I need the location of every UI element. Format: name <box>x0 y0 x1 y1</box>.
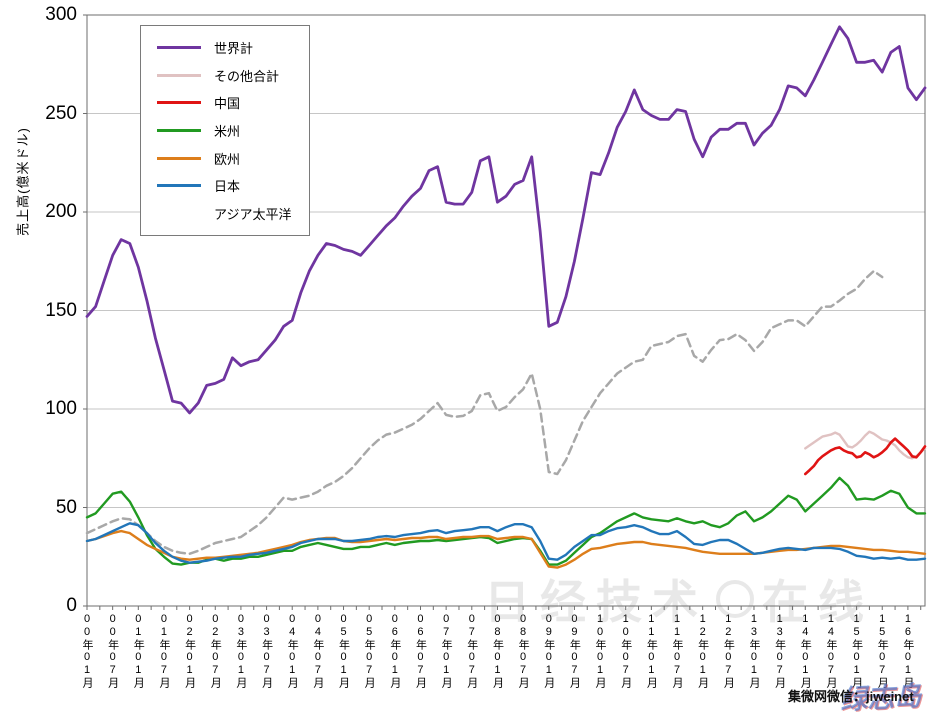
legend-label-asia-pacific: アジア太平洋 <box>214 206 292 222</box>
x-tick-label: 03年07月 <box>260 613 273 689</box>
y-tick-label: 250 <box>45 102 77 124</box>
y-tick-label: 0 <box>66 595 77 616</box>
x-tick-label: 09年01月 <box>542 613 555 689</box>
y-tick-label: 300 <box>45 4 77 25</box>
y-axis-title: 売上高(億米ドル) <box>15 127 31 236</box>
x-tick-label: 08年07月 <box>517 613 530 689</box>
x-tick-label: 12年07月 <box>722 613 735 689</box>
legend-line-sample-japan <box>157 184 201 188</box>
x-tick-label: 13年07月 <box>773 613 786 689</box>
legend-line-sample-europe <box>157 156 201 160</box>
legend-item-europe: 欧州 <box>157 149 309 168</box>
x-tick-label: 15年07月 <box>876 613 889 689</box>
y-tick-label: 150 <box>45 299 77 321</box>
series-line-other-total <box>804 430 927 460</box>
x-tick-label: 04年01月 <box>286 613 299 689</box>
x-tick-label: 13年01月 <box>747 613 760 689</box>
legend-line-sample-world-total <box>157 46 201 50</box>
x-tick-label: 00年07月 <box>106 613 119 689</box>
x-tick-label: 08年01月 <box>491 613 504 689</box>
x-tick-label: 12年01月 <box>696 613 709 689</box>
x-tick-label: 07年01月 <box>440 613 453 689</box>
x-tick-label: 11年07月 <box>671 613 684 689</box>
legend-label-other-total: その他合計 <box>214 68 280 84</box>
x-tick-label: 09年07月 <box>568 613 581 689</box>
x-tick-label: 14年01月 <box>799 613 812 689</box>
x-tick-label: 05年07月 <box>363 613 376 689</box>
legend-item-world-total: 世界計 <box>157 38 309 57</box>
watermark-logo-circle-icon <box>716 580 754 618</box>
x-tick-label: 02年07月 <box>209 613 222 689</box>
legend-line-sample-other-total <box>157 73 201 77</box>
x-tick-label: 01年01月 <box>132 613 145 689</box>
x-tick-label: 04年07月 <box>311 613 324 689</box>
x-tick-label: 15年01月 <box>850 613 863 689</box>
legend-line-sample-americas <box>157 128 201 132</box>
legend: 世界計その他合計中国米州欧州日本アジア太平洋 <box>140 25 310 236</box>
series-line-japan <box>85 522 927 564</box>
x-tick-label: 10年01月 <box>594 613 607 689</box>
y-tick-label: 50 <box>55 496 77 518</box>
x-tick-label: 14年07月 <box>824 613 837 689</box>
series-line-china <box>803 437 927 476</box>
legend-line-sample-asia-pacific <box>157 212 201 215</box>
legend-label-japan: 日本 <box>214 179 241 195</box>
series-line-world-total <box>85 25 927 415</box>
x-tick-label: 07年07月 <box>465 613 478 689</box>
watermark-nikkei-text-right: 在线 <box>762 576 874 628</box>
watermark-nikkei-text-left: 日经技术 <box>484 576 708 628</box>
watermark-jiweinet: 集微网微信：jiweinet <box>788 689 914 704</box>
x-tick-label: 03年01月 <box>234 613 247 689</box>
x-tick-label: 02年01月 <box>183 613 196 689</box>
legend-label-world-total: 世界計 <box>214 41 254 57</box>
x-tick-label: 00年01月 <box>81 613 93 689</box>
watermark-nikkei: 日经技术 在线 <box>484 566 874 632</box>
legend-item-asia-pacific: アジア太平洋 <box>157 204 309 223</box>
x-tick-label: 06年01月 <box>388 613 401 689</box>
x-tick-label: 16年01月 <box>901 613 914 689</box>
x-tick-label: 01年07月 <box>157 613 170 689</box>
legend-item-americas: 米州 <box>157 121 309 140</box>
x-tick-label: 11年01月 <box>645 613 658 689</box>
legend-label-china: 中国 <box>214 96 241 112</box>
x-tick-label: 05年01月 <box>337 613 350 689</box>
legend-line-sample-china <box>157 101 201 105</box>
legend-label-europe: 欧州 <box>214 151 241 167</box>
series-line-asia-pacific <box>85 269 884 556</box>
legend-item-other-total: その他合計 <box>157 66 309 85</box>
x-tick-label: 06年07月 <box>414 613 427 689</box>
legend-label-americas: 米州 <box>214 123 241 139</box>
x-tick-label: 10年07月 <box>619 613 632 689</box>
legend-item-japan: 日本 <box>157 176 309 195</box>
series-line-americas <box>85 476 927 566</box>
legend-item-china: 中国 <box>157 93 309 112</box>
y-tick-label: 200 <box>45 201 77 222</box>
y-tick-label: 100 <box>45 398 77 419</box>
